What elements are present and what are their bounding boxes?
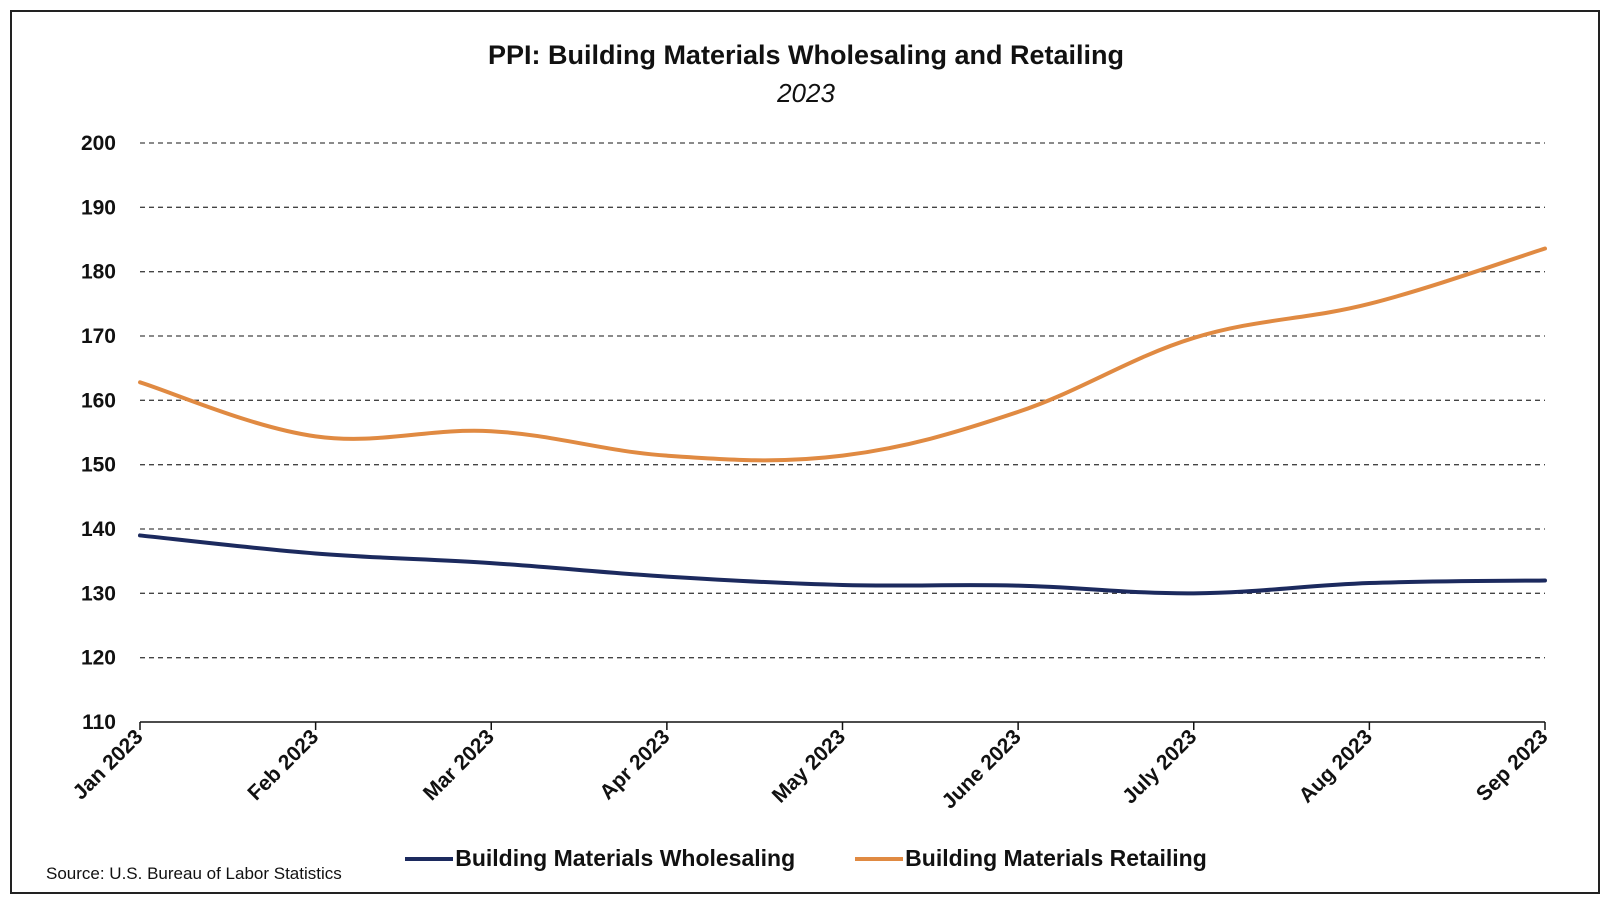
legend-item-wholesaling: Building Materials Wholesaling — [405, 845, 795, 872]
x-tick-label: July 2023 — [1118, 725, 1201, 808]
y-tick-label: 180 — [81, 261, 116, 284]
series-line-retailing — [138, 246, 1547, 463]
y-tick-label: 140 — [81, 518, 116, 541]
y-tick-label: 200 — [81, 132, 116, 155]
chart-frame — [10, 10, 1600, 894]
legend-swatch-retailing — [855, 856, 904, 861]
source-note: Source: U.S. Bureau of Labor Statistics — [46, 864, 342, 883]
y-tick-label: 120 — [81, 647, 116, 670]
legend-label-wholesaling: Building Materials Wholesaling — [455, 845, 796, 871]
y-tick-label: 110 — [82, 711, 116, 734]
x-tick-label: Sep 2023 — [1472, 725, 1553, 806]
x-tick-label: Jan 2023 — [69, 725, 148, 804]
legend-label-retailing: Building Materials Retailing — [905, 845, 1207, 871]
legend: Building Materials Wholesaling Building … — [0, 845, 1612, 872]
chart-title: PPI: Building Materials Wholesaling and … — [487, 40, 1125, 70]
y-tick-label: 190 — [81, 196, 116, 219]
x-tick-label: Apr 2023 — [595, 725, 674, 804]
chart-subtitle: 2023 — [777, 78, 835, 108]
x-tick-label: Aug 2023 — [1295, 725, 1377, 807]
y-tick-label: 150 — [81, 454, 116, 477]
x-tick-label: June 2023 — [938, 725, 1026, 813]
series-line-wholesaling — [138, 533, 1547, 596]
y-tick-label: 170 — [81, 325, 116, 348]
y-tick-label: 130 — [81, 582, 116, 605]
x-tick-label: Mar 2023 — [419, 725, 499, 805]
legend-swatch-wholesaling — [405, 856, 454, 861]
legend-item-retailing: Building Materials Retailing — [855, 845, 1207, 872]
x-tick-label: Feb 2023 — [243, 725, 323, 805]
y-tick-label: 160 — [81, 389, 116, 412]
x-tick-label: May 2023 — [768, 725, 850, 807]
